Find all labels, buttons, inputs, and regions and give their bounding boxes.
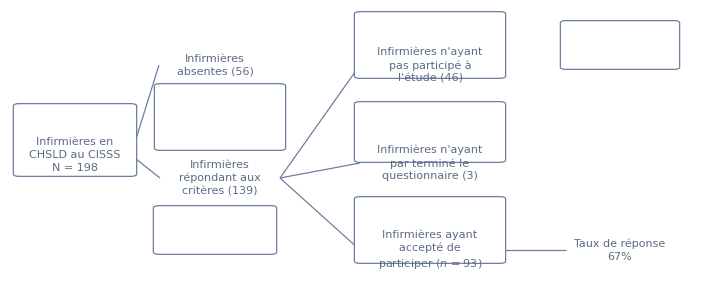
Text: Infirmières en
CHSLD au CISSS
N = 198: Infirmières en CHSLD au CISSS N = 198: [30, 137, 121, 173]
Text: Taux de réponse
67%: Taux de réponse 67%: [575, 238, 666, 262]
FancyBboxPatch shape: [355, 12, 505, 78]
Text: Infirmières n'ayant
par terminé le
questionnaire (3): Infirmières n'ayant par terminé le quest…: [377, 145, 483, 181]
Text: Infirmières ayant
accepté de
participer ($n$ = 93): Infirmières ayant accepté de participer …: [378, 229, 482, 271]
FancyBboxPatch shape: [154, 206, 276, 254]
Text: Infirmières
absentes (56): Infirmières absentes (56): [176, 54, 253, 76]
FancyBboxPatch shape: [13, 104, 137, 176]
FancyBboxPatch shape: [355, 102, 505, 162]
FancyBboxPatch shape: [560, 21, 680, 69]
FancyBboxPatch shape: [154, 84, 286, 150]
Text: Infirmières n'ayant
pas participé à
l'étude (46): Infirmières n'ayant pas participé à l'ét…: [377, 47, 483, 83]
Text: Infirmières
répondant aux
critères (139): Infirmières répondant aux critères (139): [179, 160, 261, 196]
FancyBboxPatch shape: [355, 197, 505, 263]
